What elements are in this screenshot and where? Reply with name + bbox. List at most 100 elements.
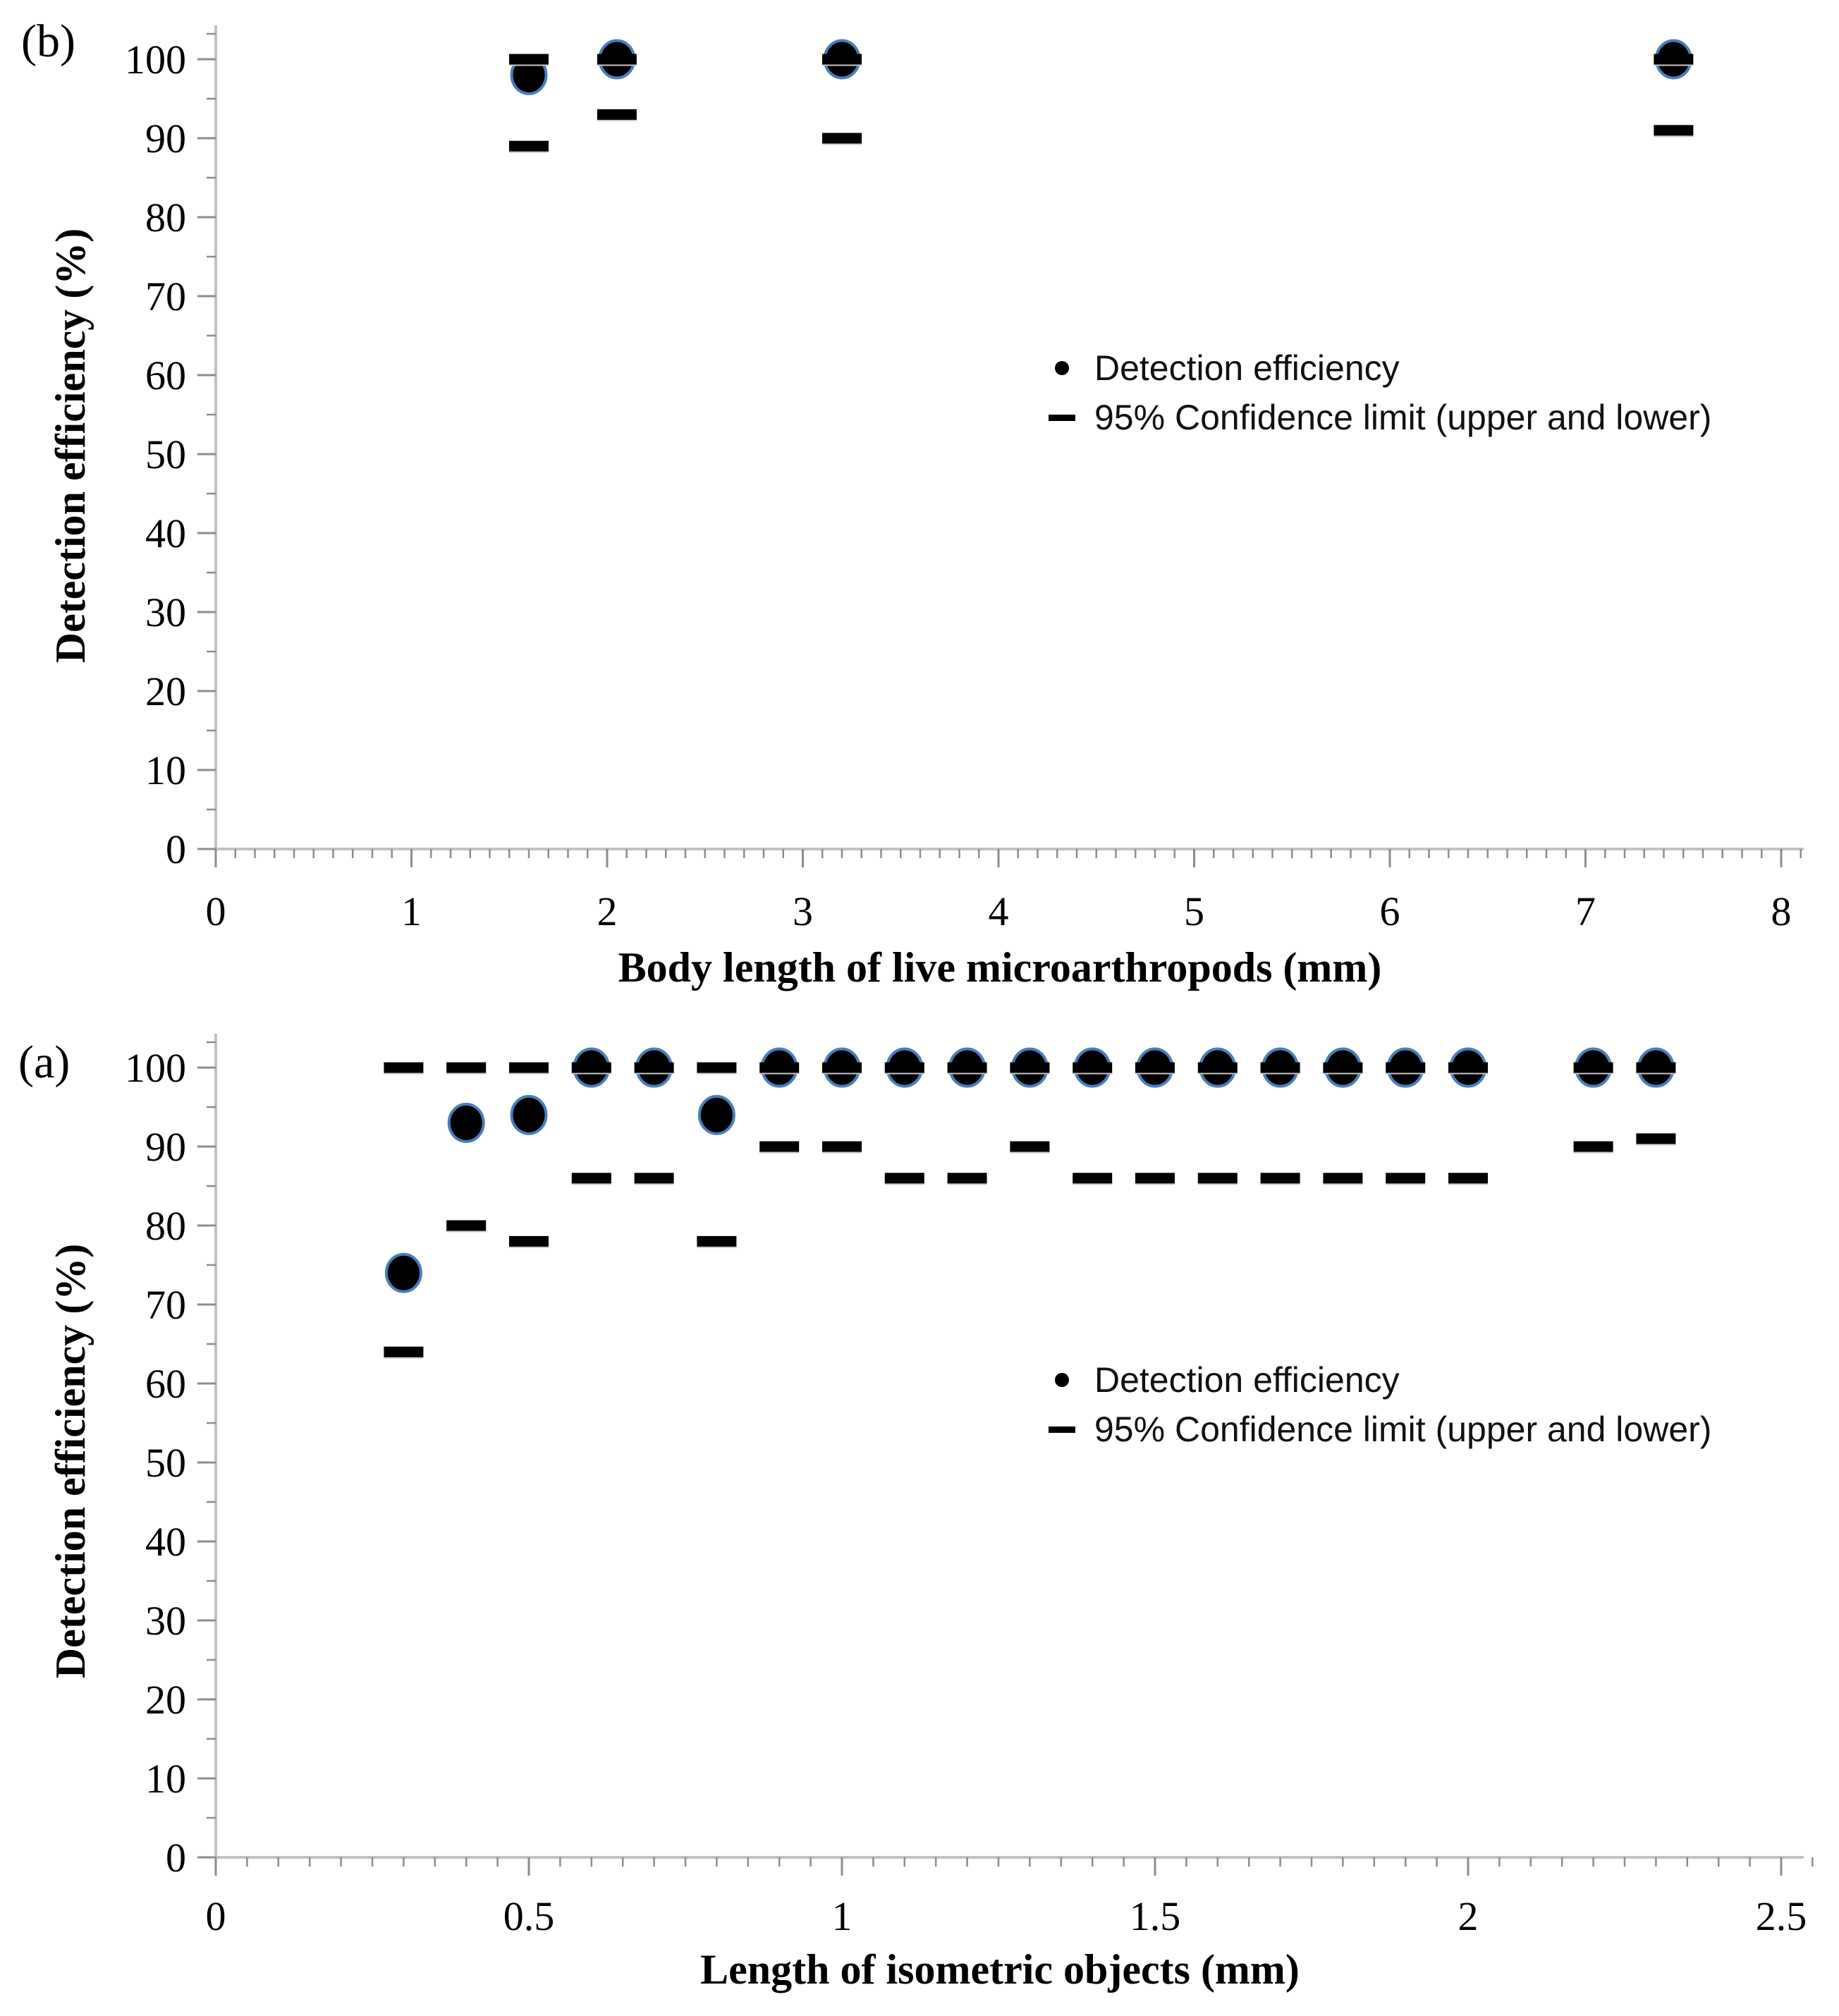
panel-b-y-axis-title: Detection efficiency (%) [47,228,94,664]
data-point-dash [1010,1062,1050,1073]
data-dash-shadow [1448,1183,1488,1185]
data-point-dash [571,1173,611,1184]
panel-b-letter: (b) [21,16,75,67]
data-dash-shadow [1636,1143,1676,1146]
data-point-dash [1260,1173,1300,1184]
panel-a-legend: Detection efficiency 95% Confidence limi… [1046,1355,1711,1454]
data-point-dash [1654,125,1694,136]
y-tick-label: 60 [145,1361,186,1407]
data-point-dash [1323,1062,1363,1073]
data-point-dash [1010,1141,1050,1152]
panel-a: 0 10 20 30 40 50 60 70 80 90 100 0 0.5 1 1.5 2 2.5 [125,1034,1814,1939]
panel-b-legend: Detection efficiency 95% Confidence limi… [1046,343,1711,442]
y-tick-label: 60 [145,353,186,398]
data-dash-shadow [759,1151,800,1154]
y-tick-label: 30 [145,589,186,635]
panel-b-x-axis-title: Body length of live microarthropods (mm) [618,944,1382,991]
data-dash-shadow [571,1183,611,1185]
data-dash-shadow [822,142,862,145]
y-tick-label: 0 [166,1835,186,1881]
legend-label: 95% Confidence limit (upper and lower) [1094,398,1712,437]
data-point-dash [1573,1141,1613,1152]
data-point-dash [1654,54,1694,65]
data-point-dash [822,1062,862,1073]
legend-label: Detection efficiency [1094,1360,1400,1400]
data-point-dash [597,54,637,65]
data-point-dash [509,140,549,152]
data-point-dash [509,1235,549,1247]
x-tick-label: 3 [793,888,813,934]
data-dash-shadow [1448,1072,1488,1075]
legend-item-confidence-limit: 95% Confidence limit (upper and lower) [1046,393,1711,442]
data-dash-shadow [1654,135,1694,138]
data-dash-shadow [509,1245,549,1248]
data-dash-shadow [1323,1072,1363,1075]
x-tick-label: 6 [1380,888,1400,934]
data-dash-shadow [1135,1183,1175,1185]
y-tick-label: 100 [125,37,186,83]
data-point-dash [1636,1133,1676,1144]
x-tick-label: 1 [832,1893,853,1939]
data-dash-shadow [597,118,637,121]
data-dash-shadow [697,1245,737,1248]
data-dash-shadow [947,1072,987,1075]
legend-label: Detection efficiency [1094,348,1400,388]
data-point-dash [1573,1062,1613,1073]
y-tick-label: 80 [145,1203,186,1249]
x-tick-label: 4 [989,888,1009,934]
y-tick-label: 50 [145,432,186,477]
y-tick-label: 0 [166,826,186,872]
data-point-dot [447,1102,485,1143]
data-point-dash [1197,1173,1238,1184]
y-tick-label: 30 [145,1598,186,1644]
data-dash-shadow [884,1072,924,1075]
data-dash-shadow [634,1072,674,1075]
data-dash-shadow [1573,1151,1613,1154]
data-dash-shadow [1386,1183,1426,1185]
data-dash-shadow [1073,1072,1113,1075]
y-tick-label: 90 [145,1124,186,1170]
data-point-dash [822,54,862,65]
data-dash-shadow [1010,1072,1050,1075]
data-point-dash [697,1235,737,1247]
legend-marker-col [1046,414,1077,421]
dot-marker-icon [1055,1373,1069,1387]
y-tick-label: 70 [145,1282,186,1328]
y-tick-label: 70 [145,274,186,319]
data-point-dash [597,109,637,120]
x-tick-label: 0 [206,1893,226,1939]
data-point-dash [1636,1062,1676,1073]
data-point-dash [947,1062,987,1073]
data-point-dash [1323,1173,1363,1184]
x-tick-label: 0.5 [503,1893,555,1939]
data-point-dash [446,1220,487,1231]
data-dash-shadow [822,63,862,66]
data-point-dash [759,1062,800,1073]
data-dash-shadow [1197,1183,1238,1185]
data-point-dash [1260,1062,1300,1073]
data-point-dash [571,1062,611,1073]
data-point-dash [384,1346,424,1357]
data-dash-shadow [509,150,549,153]
data-point-dash [634,1173,674,1184]
panel-a-x-axis-title: Length of isometric objects (mm) [700,1946,1300,1993]
data-point-dash [446,1062,487,1073]
y-tick-label: 100 [125,1045,186,1091]
data-dash-shadow [822,1151,862,1154]
legend-item-detection-efficiency: Detection efficiency [1046,1355,1711,1405]
data-dash-shadow [634,1183,674,1185]
data-dash-shadow [1260,1072,1300,1075]
data-point-dash [697,1062,737,1073]
x-tick-label: 2 [597,888,618,934]
data-dash-shadow [1073,1183,1113,1185]
legend-label: 95% Confidence limit (upper and lower) [1094,1410,1712,1449]
data-point-dash [634,1062,674,1073]
legend-item-detection-efficiency: Detection efficiency [1046,343,1711,393]
legend-item-confidence-limit: 95% Confidence limit (upper and lower) [1046,1405,1711,1454]
data-dash-shadow [697,1072,737,1075]
y-tick-label: 20 [145,668,186,714]
data-dash-shadow [884,1183,924,1185]
x-tick-label: 5 [1184,888,1204,934]
data-dash-shadow [1323,1183,1363,1185]
